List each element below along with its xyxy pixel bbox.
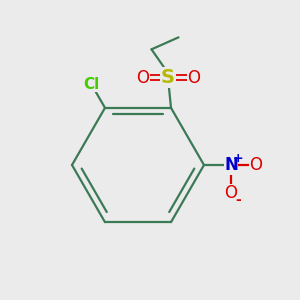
Text: N: N xyxy=(224,156,238,174)
Text: +: + xyxy=(232,152,243,166)
Text: -: - xyxy=(236,193,242,207)
Text: O: O xyxy=(136,69,149,87)
Text: O: O xyxy=(249,156,262,174)
Text: O: O xyxy=(224,184,238,202)
Text: S: S xyxy=(161,68,175,87)
Text: O: O xyxy=(187,69,200,87)
Text: Cl: Cl xyxy=(83,77,100,92)
